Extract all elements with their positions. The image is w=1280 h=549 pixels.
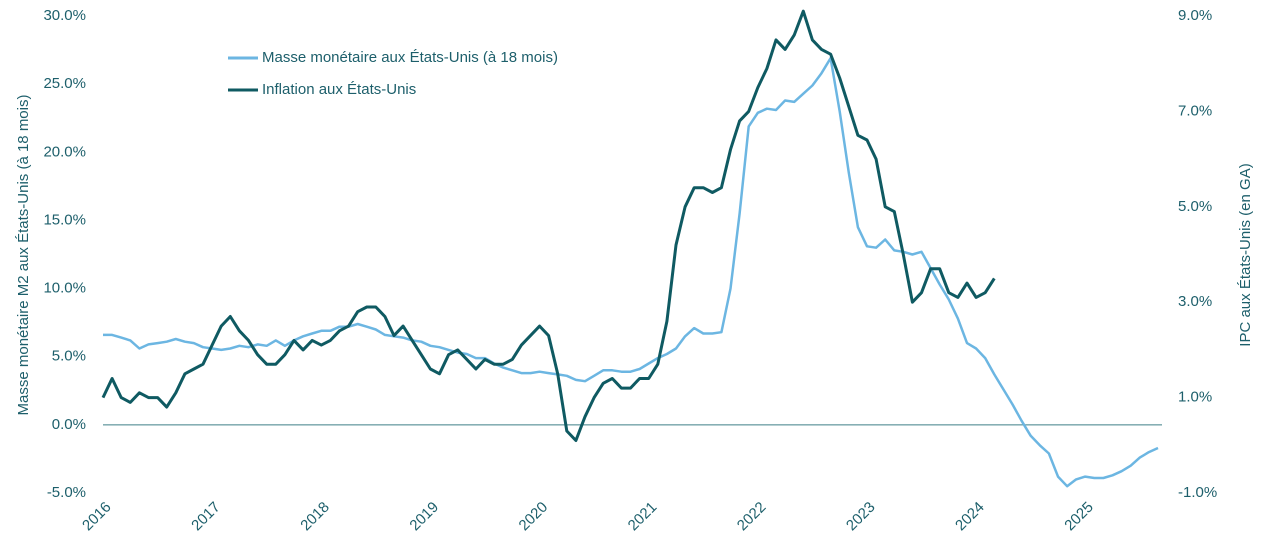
x-tick-label: 2025 [1061,499,1097,535]
y-tick-label: 30.0% [43,7,86,24]
y-axis-title: Masse monétaire M2 aux États-Unis (à 18 … [15,95,32,416]
y2-tick-label: -1.0% [1178,484,1217,501]
legend-label: Inflation aux États-Unis [262,81,416,98]
series-line [101,9,996,442]
series-line [103,56,1159,488]
legend-label: Masse monétaire aux États-Unis (à 18 moi… [262,49,558,66]
y2-tick-label: 7.0% [1178,102,1212,119]
x-tick-label: 2018 [297,499,333,535]
y2-tick-label: 1.0% [1178,389,1212,406]
y-tick-label: -5.0% [47,484,86,501]
x-tick-label: 2019 [406,499,442,535]
x-tick-label: 2016 [79,499,115,535]
y-tick-label: 20.0% [43,143,86,160]
x-tick-label: 2017 [188,499,224,535]
x-tick-label: 2020 [516,499,552,535]
y2-tick-label: 3.0% [1178,293,1212,310]
y-tick-label: 0.0% [52,416,86,433]
y-tick-label: 5.0% [52,348,86,365]
x-tick-label: 2023 [843,499,879,535]
y2-axis-title: IPC aux États-Unis (en GA) [1237,163,1254,346]
x-tick-label: 2021 [625,499,661,535]
y2-tick-label: 9.0% [1178,7,1212,24]
y-tick-label: 25.0% [43,75,86,92]
y-tick-label: 15.0% [43,211,86,228]
y2-tick-label: 5.0% [1178,198,1212,215]
x-tick-label: 2022 [734,499,770,535]
x-tick-label: 2024 [952,499,988,535]
y-tick-label: 10.0% [43,280,86,297]
